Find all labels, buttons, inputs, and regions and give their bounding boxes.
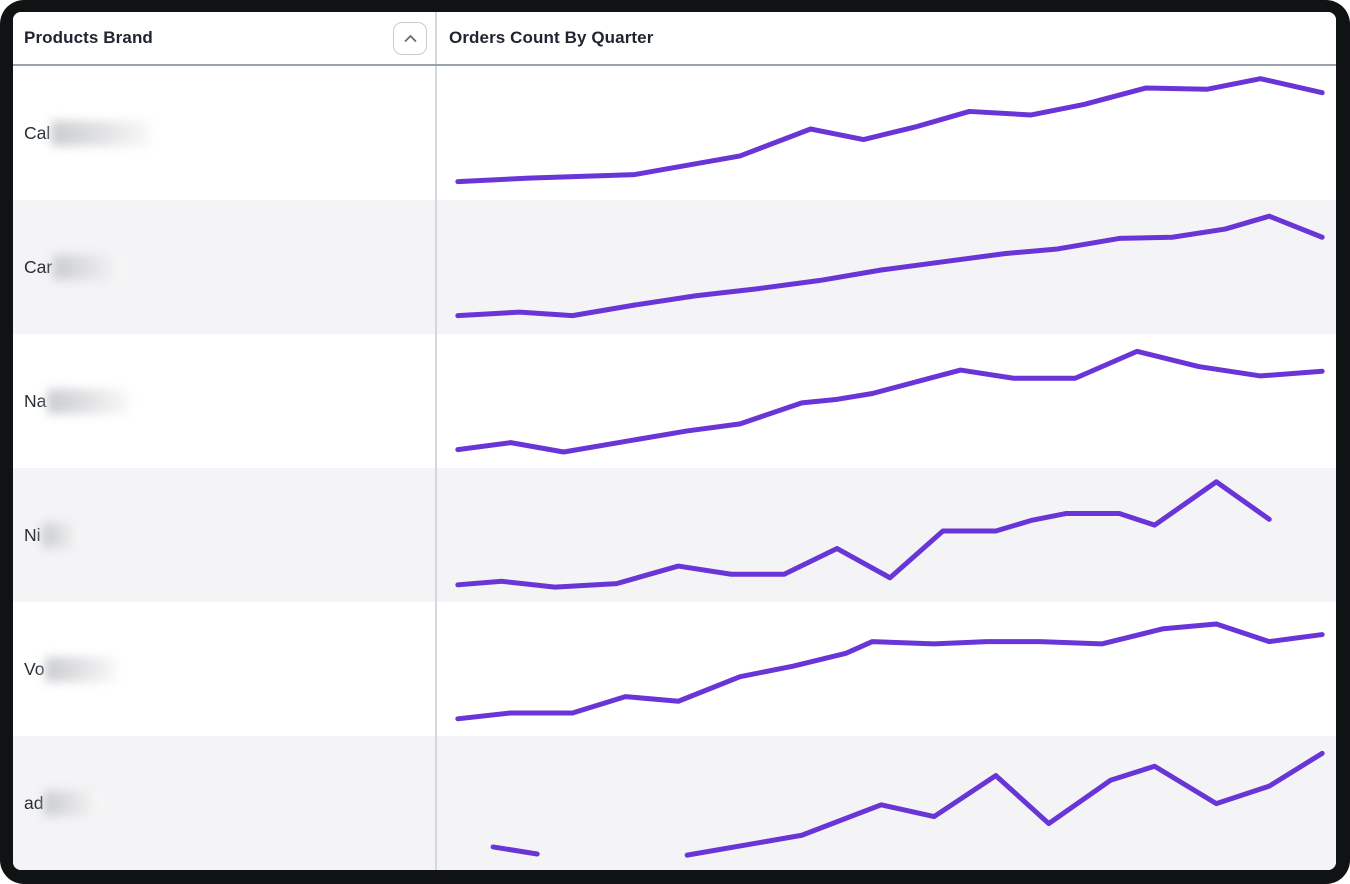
sparkline-cell: [437, 468, 1336, 602]
sparkline-cell: [437, 736, 1336, 870]
brand-cell[interactable]: Vo: [13, 602, 437, 736]
brand-cell[interactable]: Na: [13, 334, 437, 468]
chevron-up-icon: [404, 31, 417, 46]
column-header-orders-count[interactable]: Orders Count By Quarter: [437, 12, 1336, 64]
orders-sparkline: [449, 476, 1331, 593]
products-brand-header-label: Products Brand: [24, 28, 153, 47]
brand-label: Na: [24, 390, 47, 411]
orders-sparkline: [449, 744, 1331, 861]
brand-label: Car: [24, 256, 53, 277]
brand-label: Vo: [24, 658, 45, 679]
redacted-brand-text: [53, 254, 126, 280]
table-row: Vo: [13, 602, 1336, 736]
table-row: Na: [13, 334, 1336, 468]
orders-sparkline: [449, 342, 1331, 459]
redacted-brand-text: [47, 388, 130, 414]
brand-cell[interactable]: Cal: [13, 66, 437, 200]
brand-label: Ni: [24, 524, 41, 545]
orders-sparkline: [449, 208, 1331, 325]
brand-label: ad: [24, 792, 44, 813]
table-row: Ni: [13, 468, 1336, 602]
redacted-brand-text: [44, 790, 103, 816]
redacted-brand-text: [51, 120, 152, 146]
sparkline-cell: [437, 200, 1336, 334]
table-row: Cal: [13, 66, 1336, 200]
sort-ascending-button[interactable]: [393, 21, 427, 55]
table-header-row: Products Brand Orders Count By Quarter: [13, 12, 1336, 66]
brand-cell[interactable]: Car: [13, 200, 437, 334]
brand-cell[interactable]: Ni: [13, 468, 437, 602]
sparkline-cell: [437, 66, 1336, 200]
sparkline-cell: [437, 602, 1336, 736]
table-row: Car: [13, 200, 1336, 334]
data-table: Products Brand Orders Count By Quarter C…: [13, 12, 1336, 870]
column-header-products-brand[interactable]: Products Brand: [13, 12, 437, 64]
table-row: ad: [13, 736, 1336, 870]
brand-cell[interactable]: ad: [13, 736, 437, 870]
orders-sparkline: [449, 74, 1331, 191]
redacted-brand-text: [41, 522, 82, 548]
redacted-brand-text: [45, 656, 118, 682]
table-body: Cal Car Na Ni Vo ad: [13, 66, 1336, 870]
brand-label: Cal: [24, 122, 51, 143]
sparkline-cell: [437, 334, 1336, 468]
orders-sparkline: [449, 610, 1331, 727]
orders-count-header-label: Orders Count By Quarter: [449, 28, 654, 47]
